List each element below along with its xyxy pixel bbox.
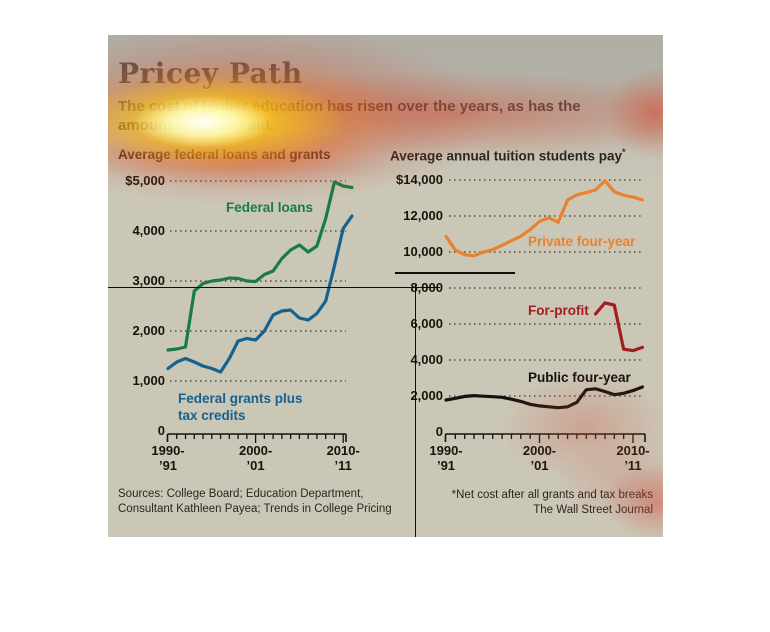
x-axis-tick-label: 2000- ’01 bbox=[238, 443, 273, 473]
y-axis-tick-label: 0 bbox=[157, 423, 165, 438]
x-axis-tick-label: 1990- ’91 bbox=[429, 443, 463, 473]
chart-panel: Pricey Path The cost of higher education… bbox=[108, 35, 663, 537]
x-axis-tick-label: 2010- ’11 bbox=[326, 443, 360, 473]
legend-public-four-year: Public four-year bbox=[528, 370, 631, 385]
y-axis-tick-label: $5,000 bbox=[125, 173, 165, 188]
crosshair-vertical-line bbox=[414, 285, 417, 537]
x-axis-tick-label: 2000- ’01 bbox=[522, 443, 557, 473]
x-axis-tick-label: 2010- ’11 bbox=[616, 443, 650, 473]
y-axis-tick-label: 4,000 bbox=[410, 352, 443, 367]
y-axis-tick-label: $14,000 bbox=[396, 172, 443, 187]
publication-credit: The Wall Street Journal bbox=[533, 503, 653, 516]
sources-line-1: Sources: College Board; Education Depart… bbox=[118, 488, 364, 500]
y-axis-tick-label: 0 bbox=[435, 424, 443, 439]
sources-note: Sources: College Board; Education Depart… bbox=[118, 487, 392, 516]
line-series bbox=[594, 301, 645, 353]
right-chart-header: Average annual tuition students pay* bbox=[390, 147, 626, 164]
line-series bbox=[166, 214, 354, 374]
legend-private-four-year: Private four-year bbox=[528, 234, 636, 249]
y-axis-tick-label: 6,000 bbox=[410, 316, 443, 331]
y-axis-tick-label: 2,000 bbox=[410, 388, 443, 403]
y-axis-tick-label: 10,000 bbox=[403, 244, 443, 259]
footnote-marker: * bbox=[622, 147, 626, 157]
page-title: Pricey Path bbox=[118, 57, 303, 90]
subtitle-line-1: The cost of higher education has risen o… bbox=[118, 98, 581, 115]
legend-federal-loans: Federal loans bbox=[226, 200, 314, 215]
y-axis-tick-label: 8,000 bbox=[378, 280, 443, 296]
legend-for-profit: For-profit bbox=[528, 303, 589, 318]
y-axis-tick-label: 2,000 bbox=[132, 323, 165, 338]
sources-line-2: Consultant Kathleen Payea; Trends in Col… bbox=[118, 502, 392, 515]
net-cost-note: *Net cost after all grants and tax break… bbox=[451, 489, 653, 501]
legend-federal-grants: Federal grants plus tax credits bbox=[178, 391, 303, 423]
y-axis-tick-label: 4,000 bbox=[132, 223, 165, 238]
line-series bbox=[444, 385, 645, 410]
chart-subtitle: The cost of higher education has risen o… bbox=[118, 97, 618, 135]
crosshair-short-line bbox=[395, 272, 515, 274]
x-axis-tick-label: 1990- ’91 bbox=[151, 443, 185, 473]
crosshair-horizontal-line bbox=[108, 286, 440, 288]
left-chart-header: Average federal loans and grants bbox=[118, 147, 331, 162]
subtitle-line-2: amount of federal aid. bbox=[118, 117, 274, 134]
y-axis-tick-label: 1,000 bbox=[132, 373, 165, 388]
right-footnote: *Net cost after all grants and tax break… bbox=[408, 488, 653, 517]
y-axis-tick-label: 12,000 bbox=[403, 208, 443, 223]
